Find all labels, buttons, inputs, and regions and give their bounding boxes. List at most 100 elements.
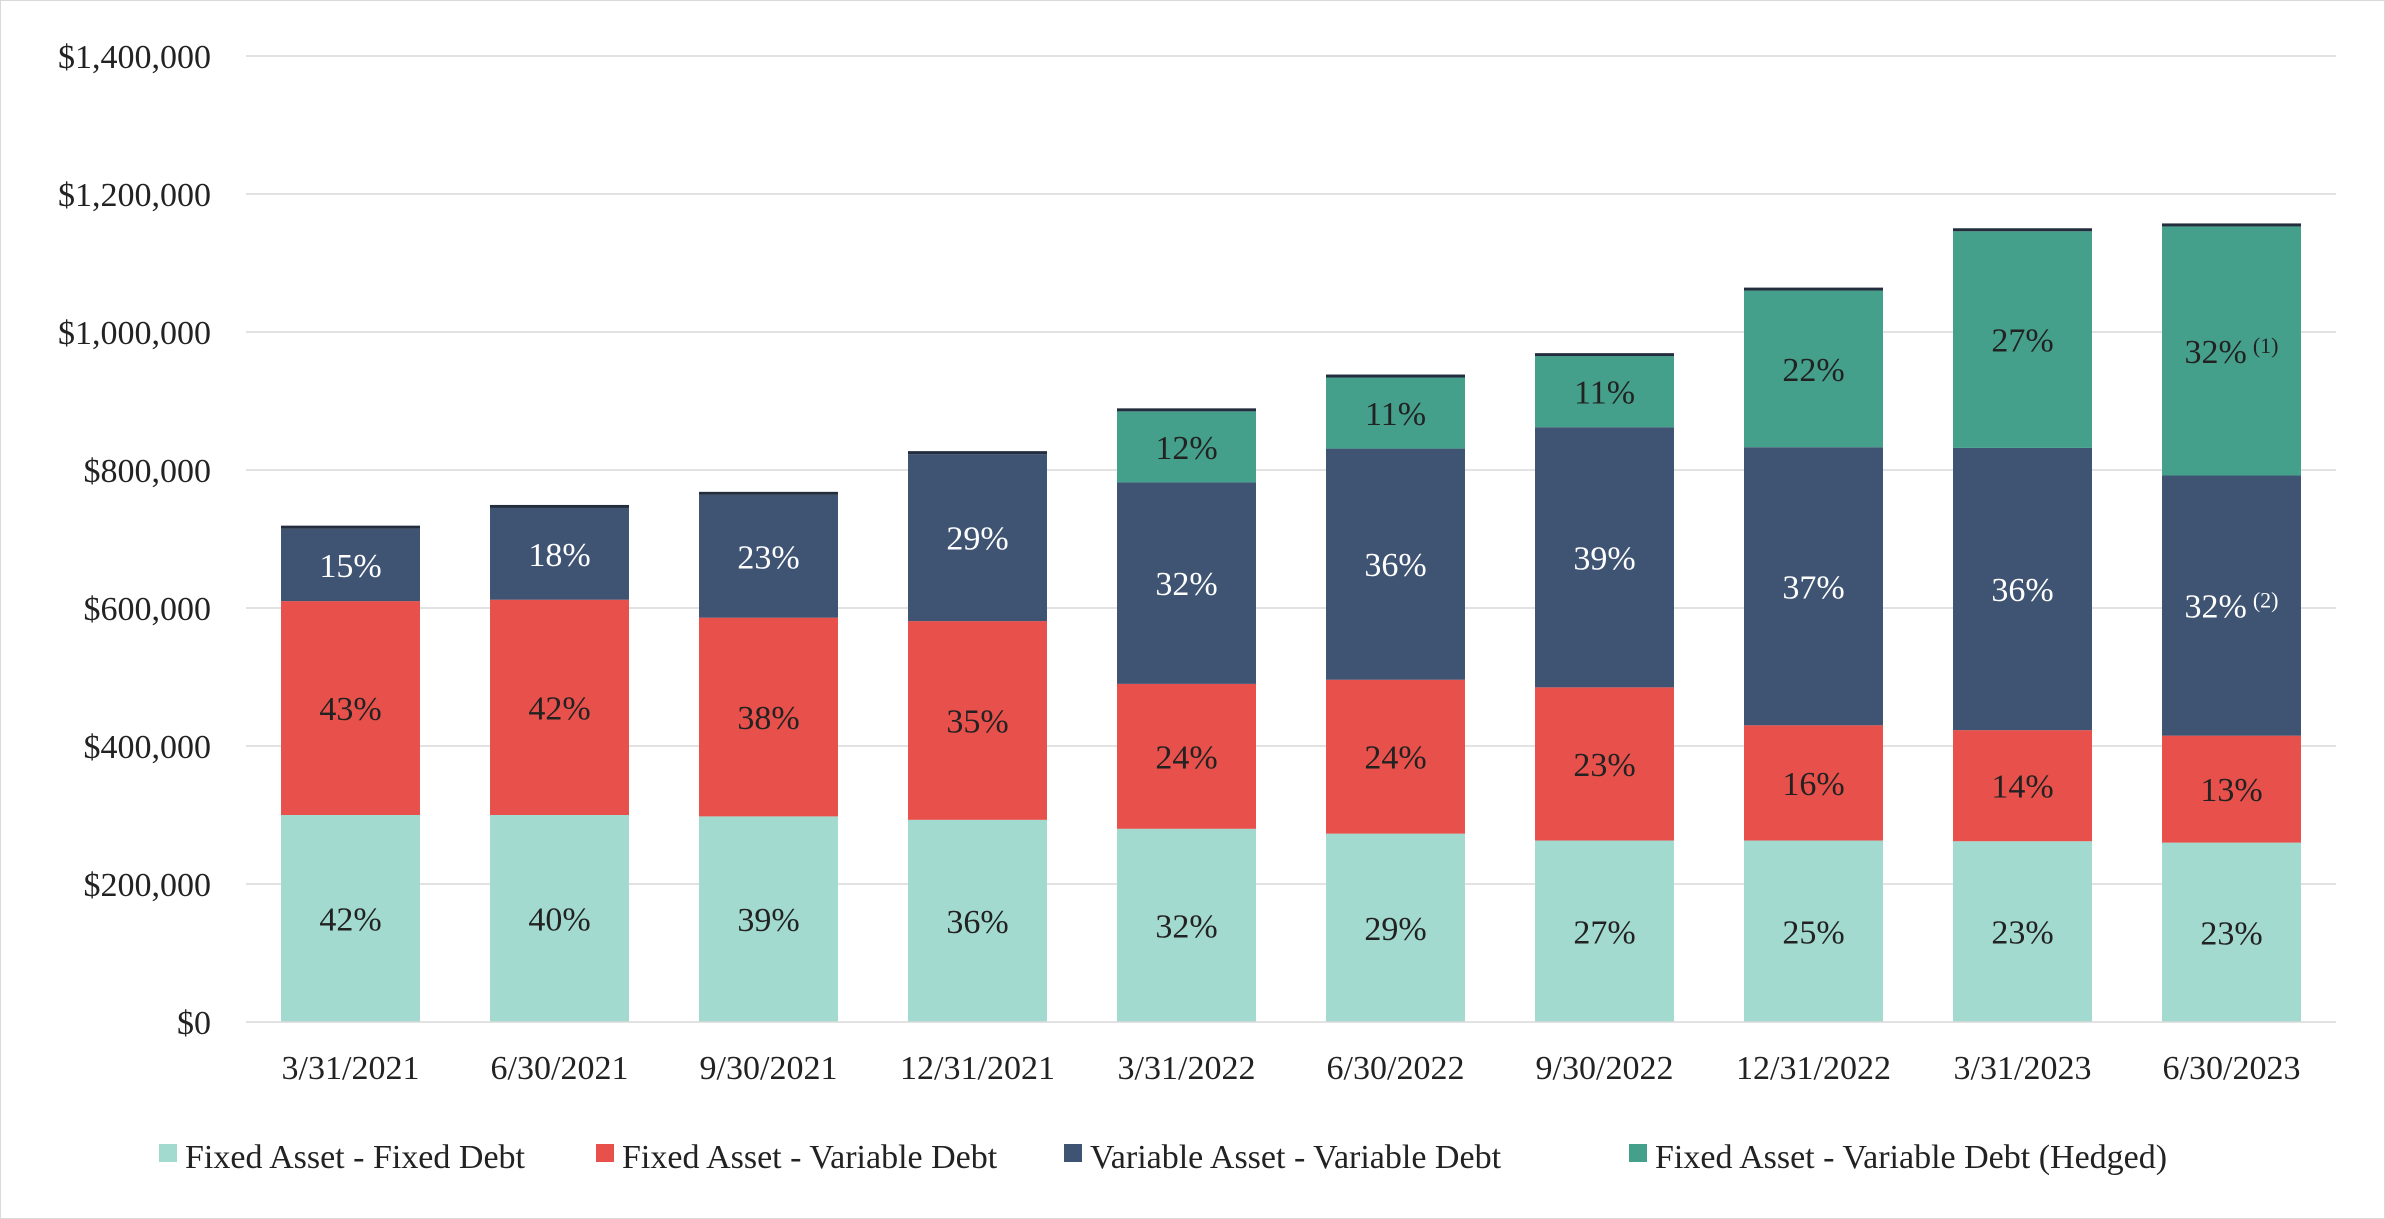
segment-labels: 42% 43% 15% 40% 42% 18% 39% 38% 23% 36% 35% 29% 32% 2… — [319, 323, 2278, 953]
y-tick-label: $800,000 — [84, 453, 212, 490]
data-label: 42% — [528, 690, 590, 727]
bar-segment — [1117, 482, 1256, 684]
legend-label: Variable Asset - Variable Debt — [1090, 1139, 1502, 1176]
data-label: 36% — [1991, 572, 2053, 609]
bar-segment — [1953, 447, 2092, 731]
data-label: 23% — [2200, 915, 2262, 952]
data-label: 24% — [1364, 740, 1426, 777]
bar-top-cap — [1535, 353, 1674, 357]
bar-segment — [1535, 840, 1674, 1022]
bar-segment — [2162, 842, 2301, 1022]
data-label: 23% — [1573, 747, 1635, 784]
bar-segment — [2162, 475, 2301, 736]
data-label: 16% — [1782, 766, 1844, 803]
bar-segment — [1326, 448, 1465, 680]
bar-segment — [1744, 447, 1883, 726]
data-label: 39% — [1573, 540, 1635, 577]
bar-segment — [908, 621, 1047, 820]
bar-segment — [699, 816, 838, 1022]
bar-segment — [1117, 411, 1256, 483]
x-tick-label: 3/31/2021 — [282, 1050, 420, 1087]
x-tick-label: 3/31/2022 — [1118, 1050, 1256, 1087]
bar-segment — [1535, 427, 1674, 688]
bar-segment — [1326, 833, 1465, 1022]
bar-segment — [1953, 841, 2092, 1022]
bar-segment — [281, 815, 420, 1022]
legend-swatch — [1064, 1144, 1082, 1162]
data-label: 42% — [319, 902, 381, 939]
x-axis: 3/31/2021 6/30/2021 9/30/2021 12/31/2021 3/3… — [246, 1021, 2336, 1087]
data-label: 43% — [319, 691, 381, 728]
bar-top-cap — [699, 491, 838, 495]
bar-segment — [699, 617, 838, 817]
x-tick-label: 3/31/2023 — [1954, 1050, 2092, 1087]
bar-top-cap — [490, 504, 629, 508]
data-label: 32% — [1155, 908, 1217, 945]
bar-segment — [908, 819, 1047, 1022]
data-label: 15% — [319, 548, 381, 585]
legend-label: Fixed Asset - Variable Debt — [622, 1139, 998, 1176]
y-axis: $0 $200,000 $400,000 $600,000 $800,000 $1,000… — [58, 39, 211, 1042]
bar-segment — [281, 528, 420, 602]
bar-segment — [1744, 725, 1883, 841]
bar-top-cap — [908, 451, 1047, 455]
data-label: 29% — [1364, 911, 1426, 948]
bar-segment — [1117, 828, 1256, 1022]
data-label: 18% — [528, 537, 590, 574]
data-label: 24% — [1155, 739, 1217, 776]
bar-segment — [281, 601, 420, 815]
data-label: 23% — [737, 539, 799, 576]
legend: Fixed Asset - Fixed Debt Fixed Asset - Va… — [159, 1139, 2167, 1176]
data-label: 13% — [2200, 772, 2262, 809]
data-label: 35% — [946, 703, 1008, 740]
bar-segment — [1953, 730, 2092, 842]
x-tick-label: 6/30/2023 — [2163, 1050, 2301, 1087]
bars — [281, 223, 2301, 1022]
data-label: 12% — [1155, 430, 1217, 467]
bar-segment — [1953, 231, 2092, 448]
legend-swatch — [1629, 1144, 1647, 1162]
y-tick-label: $1,000,000 — [58, 315, 211, 352]
bar-segment — [490, 507, 629, 600]
data-label: 11% — [1574, 375, 1635, 412]
data-label: 40% — [528, 902, 590, 939]
legend-label: Fixed Asset - Variable Debt (Hedged) — [1655, 1139, 2167, 1176]
x-tick-label: 6/30/2021 — [491, 1050, 629, 1087]
data-label: 22% — [1782, 352, 1844, 389]
bar-segment — [1326, 377, 1465, 449]
bar-segment — [699, 494, 838, 618]
data-label: 25% — [1782, 914, 1844, 951]
data-label: 37% — [1782, 569, 1844, 606]
bar-segment — [1326, 679, 1465, 834]
data-label: 27% — [1573, 914, 1635, 951]
bar-segment — [2162, 226, 2301, 476]
bar-top-cap — [1117, 408, 1256, 412]
x-tick-label: 12/31/2022 — [1736, 1050, 1891, 1087]
legend-swatch — [159, 1144, 177, 1162]
legend-label: Fixed Asset - Fixed Debt — [185, 1139, 526, 1176]
bar-segment — [1535, 356, 1674, 428]
bar-segment — [1535, 687, 1674, 841]
bar-top-cap — [2162, 223, 2301, 227]
data-label: 36% — [1364, 547, 1426, 584]
y-tick-label: $600,000 — [84, 591, 212, 628]
bar-segment — [908, 454, 1047, 622]
y-tick-label: $0 — [177, 1005, 211, 1042]
data-label: 27% — [1991, 323, 2053, 360]
bar-segment — [1117, 683, 1256, 829]
y-tick-label: $200,000 — [84, 867, 212, 904]
y-tick-label: $1,400,000 — [58, 39, 211, 76]
bar-top-cap — [1326, 374, 1465, 378]
data-label: 38% — [737, 700, 799, 737]
x-tick-label: 12/31/2021 — [900, 1050, 1055, 1087]
data-label: 23% — [1991, 915, 2053, 952]
bar-top-cap — [281, 525, 420, 529]
x-tick-label: 9/30/2022 — [1536, 1050, 1674, 1087]
data-label: 39% — [737, 902, 799, 939]
bar-segment — [490, 599, 629, 815]
data-label: 11% — [1365, 396, 1426, 433]
x-tick-label: 9/30/2021 — [700, 1050, 838, 1087]
data-label: 36% — [946, 904, 1008, 941]
